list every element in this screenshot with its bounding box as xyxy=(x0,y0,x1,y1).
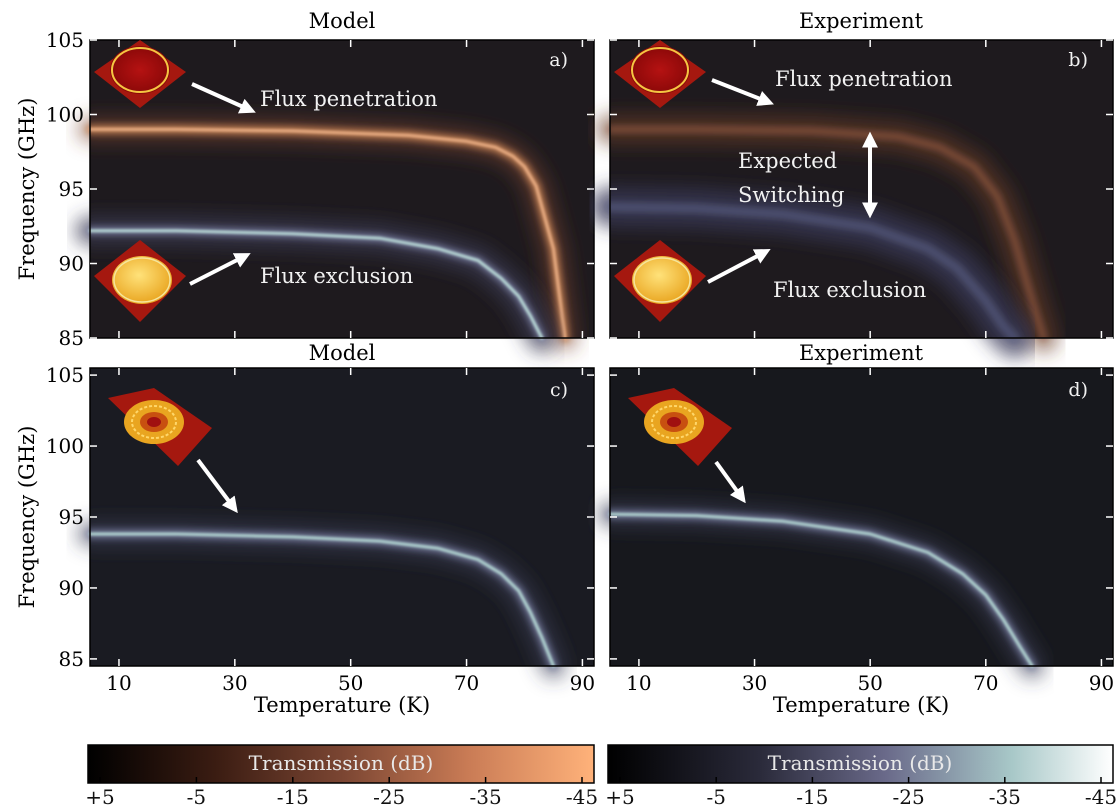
disk-icon-vortex xyxy=(108,388,212,466)
x-tick-label: 30 xyxy=(742,671,767,695)
arrow-exclusion xyxy=(707,249,771,284)
x-tick-label: 70 xyxy=(454,671,479,695)
colorbar-tick-label: +5 xyxy=(605,785,634,808)
panel-d-title: Experiment xyxy=(799,341,924,365)
panel-a-label: a) xyxy=(549,49,568,71)
y-tick-label: 105 xyxy=(46,363,84,387)
colorbar-tick-label: -5 xyxy=(706,785,725,808)
panel-c: Model c) xyxy=(77,341,595,679)
disk-icon-flux-exclusion xyxy=(94,240,186,322)
colorbar-copper: Transmission (dB) +5 -5 -15 -25 -35 -45 xyxy=(85,744,598,808)
y-tick-label: 100 xyxy=(46,103,84,127)
x-tick-label: 90 xyxy=(1089,671,1114,695)
y-tick-label: 85 xyxy=(59,326,84,350)
disk-icon-vortex xyxy=(628,388,732,466)
annotation-switching: Switching xyxy=(738,183,845,207)
y-tick-label: 90 xyxy=(59,252,84,276)
resonance-ridge-0-layer-1 xyxy=(607,126,1047,341)
x-axis-label-right: Temperature (K) xyxy=(773,693,949,717)
resonance-ridge-1-layer-2 xyxy=(88,229,544,340)
colorbar-bone-label: Transmission (dB) xyxy=(768,751,953,775)
x-tick-label: 70 xyxy=(973,671,998,695)
resonance-ridge-1-layer-1 xyxy=(605,201,1020,343)
arrow-exclusion xyxy=(189,253,251,286)
annotation-flux-penetration: Flux penetration xyxy=(260,87,437,111)
panel-b-title: Experiment xyxy=(799,9,924,33)
panel-d-label: d) xyxy=(1068,379,1088,401)
panel-b-label: b) xyxy=(1068,49,1088,71)
disk-icon-flux-exclusion xyxy=(614,240,706,322)
arrow-penetration xyxy=(711,78,774,106)
y-tick-label: 95 xyxy=(59,505,84,529)
colorbar-tick-label: -15 xyxy=(796,785,828,808)
x-tick-label: 10 xyxy=(626,671,651,695)
colorbar-tick-label: -15 xyxy=(277,785,309,808)
arrow-resonance xyxy=(714,460,746,504)
colorbar-tick-label: -35 xyxy=(989,785,1021,808)
panel-c-title: Model xyxy=(309,341,376,365)
panel-a: Model a) Flux penetration Flux exclusion xyxy=(75,9,595,353)
y-tick-label: 90 xyxy=(59,576,84,600)
disk-icon-flux-penetration xyxy=(94,40,186,108)
axes: Frequency (GHz) Frequency (GHz) Temperat… xyxy=(15,28,1114,717)
colorbar-bone: Transmission (dB) +5 -5 -15 -25 -35 -45 xyxy=(605,744,1116,808)
colorbar-copper-label: Transmission (dB) xyxy=(249,751,434,775)
resonance-ridge-0-layer-2 xyxy=(608,512,1034,668)
annotation-expected: Expected xyxy=(738,149,837,173)
annotation-flux-exclusion: Flux exclusion xyxy=(260,264,413,288)
y-axis-label-top: Frequency (GHz) xyxy=(15,98,39,281)
x-axis-label-left: Temperature (K) xyxy=(254,693,430,717)
colorbar-tick-label: -25 xyxy=(373,785,405,808)
x-tick-label: 30 xyxy=(222,671,247,695)
x-tick-label: 90 xyxy=(570,671,595,695)
x-tick-label: 50 xyxy=(857,671,882,695)
colorbar-tick-label: +5 xyxy=(85,785,114,808)
annotation-flux-penetration: Flux penetration xyxy=(775,67,952,91)
panel-d: Experiment d) xyxy=(597,341,1114,679)
arrow-resonance xyxy=(196,458,238,514)
panel-b: Experiment b) Flux penetration Expected … xyxy=(590,9,1114,358)
y-tick-label: 85 xyxy=(59,647,84,671)
panel-c-label: c) xyxy=(550,379,568,401)
x-tick-label: 50 xyxy=(338,671,363,695)
panel-a-title: Model xyxy=(309,9,376,33)
colorbar-tick-label: -25 xyxy=(892,785,924,808)
colorbar-tick-label: -35 xyxy=(469,785,501,808)
arrow-penetration xyxy=(191,82,256,114)
annotation-flux-exclusion: Flux exclusion xyxy=(773,278,926,302)
x-tick-label: 10 xyxy=(106,671,131,695)
colorbar-tick-label: -45 xyxy=(566,785,598,808)
resonance-ridge-0-layer-2 xyxy=(88,127,567,340)
y-tick-label: 105 xyxy=(46,28,84,52)
y-axis-label-bottom: Frequency (GHz) xyxy=(15,426,39,609)
colorbar-tick-label: -5 xyxy=(187,785,206,808)
colorbar-tick-label: -45 xyxy=(1085,785,1116,808)
resonance-ridge-0-layer-2 xyxy=(88,532,555,668)
y-tick-label: 95 xyxy=(59,177,84,201)
y-tick-label: 100 xyxy=(46,434,84,458)
disk-icon-flux-penetration xyxy=(614,40,706,108)
